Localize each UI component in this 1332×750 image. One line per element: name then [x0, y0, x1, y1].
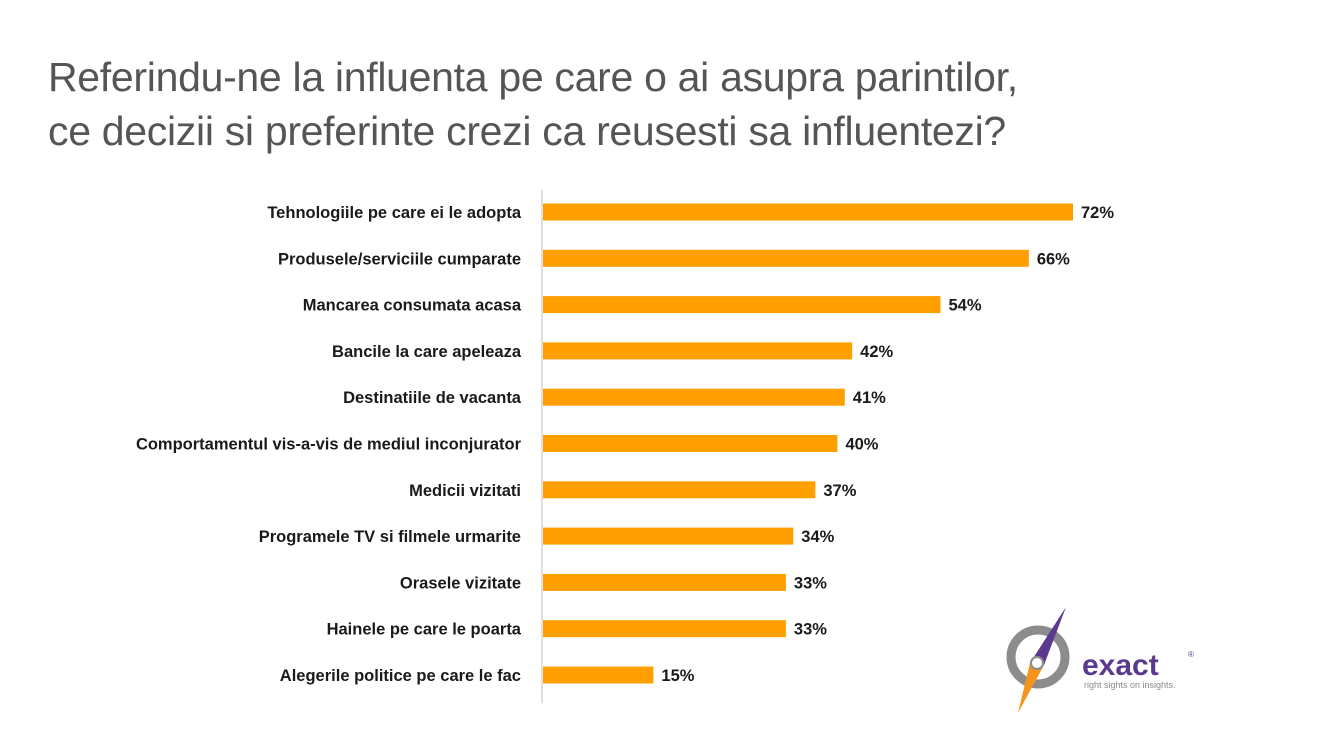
category-label: Produsele/serviciile cumparate: [278, 250, 521, 268]
category-label: Programele TV si filmele urmarite: [259, 528, 521, 546]
bar: [543, 388, 845, 406]
data-label: 15%: [661, 667, 694, 685]
title-line-1: Referindu-ne la influenta pe care o ai a…: [48, 54, 1018, 100]
bar: [543, 203, 1073, 221]
category-label: Tehnologiile pe care ei le adopta: [267, 204, 521, 222]
data-label: 41%: [853, 389, 886, 407]
bar: [543, 620, 786, 638]
title-line-2: ce decizii si preferinte crezi ca reuses…: [48, 108, 1006, 154]
category-label: Hainele pe care le poarta: [327, 621, 522, 639]
bar: [543, 249, 1029, 267]
data-label: 42%: [860, 343, 893, 361]
bar: [543, 435, 838, 452]
data-label: 34%: [801, 528, 834, 546]
bar: [543, 342, 853, 360]
data-label: 40%: [845, 436, 878, 454]
bar: [543, 573, 786, 591]
data-label: 72%: [1081, 204, 1114, 222]
category-label: Bancile la care apeleaza: [332, 343, 522, 361]
bar: [543, 527, 794, 545]
data-label: 66%: [1037, 250, 1070, 268]
data-label: 54%: [949, 297, 982, 315]
compass-icon: [1006, 607, 1070, 713]
category-label: Comportamentul vis-a-vis de mediul incon…: [136, 436, 522, 454]
data-label: 37%: [823, 482, 856, 500]
bar: [543, 481, 816, 499]
category-label: Destinatiile de vacanta: [343, 389, 522, 407]
logo-registered-mark: ®: [1188, 650, 1194, 659]
category-label: Mancarea consumata acasa: [303, 297, 522, 315]
data-label: 33%: [794, 621, 827, 639]
category-label: Medicii vizitati: [409, 482, 521, 500]
bar: [543, 666, 654, 684]
logo-wordmark: exact: [1082, 649, 1159, 682]
category-label: Orasele vizitate: [400, 574, 521, 592]
bar: [543, 296, 941, 314]
exact-logo: exact ® right sights on insights.: [1006, 607, 1194, 713]
chart-title: Referindu-ne la influenta pe care o ai a…: [48, 50, 1198, 158]
category-label: Alegerile politice pe care le fac: [280, 667, 521, 685]
logo-tagline: right sights on insights.: [1084, 680, 1176, 690]
data-label: 33%: [794, 574, 827, 592]
